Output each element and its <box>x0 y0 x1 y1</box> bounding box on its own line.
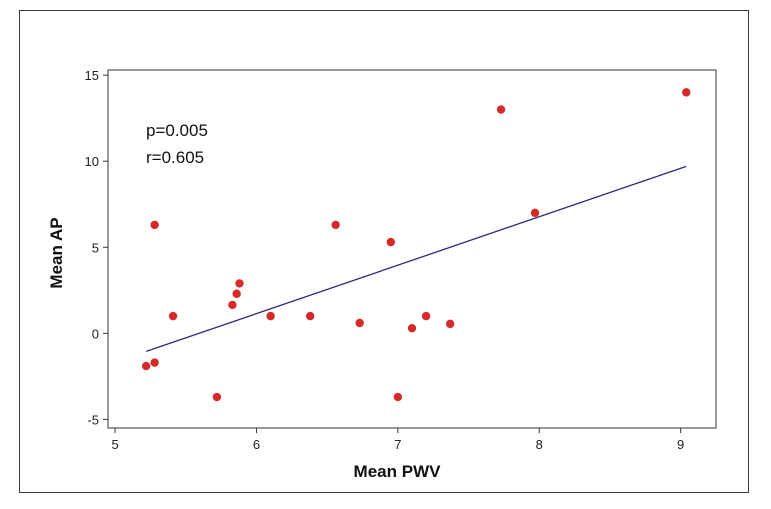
figure-frame <box>19 10 749 493</box>
data-point <box>421 311 431 321</box>
data-point <box>305 311 315 321</box>
data-point <box>150 358 159 367</box>
data-point <box>530 208 540 218</box>
data-point <box>496 105 506 114</box>
r-value-annotation: r=0.605 <box>146 148 204 167</box>
data-point <box>445 319 455 329</box>
data-point <box>331 220 340 230</box>
regression-line <box>145 165 687 353</box>
p-value-annotation: p=0.005 <box>146 121 208 140</box>
x-axis: 5 6 7 8 9 <box>111 428 684 452</box>
data-point <box>266 311 275 321</box>
y-tick-label: 15 <box>85 68 99 83</box>
data-point <box>355 318 364 328</box>
data-point <box>212 392 222 402</box>
y-tick-label: 5 <box>92 240 99 255</box>
plot-area <box>107 69 717 429</box>
y-tick-label: 10 <box>85 154 99 169</box>
data-point <box>407 323 417 333</box>
y-axis: -5 0 5 10 15 <box>85 68 108 427</box>
x-tick-label: 9 <box>677 437 684 452</box>
x-tick-label: 6 <box>253 437 260 452</box>
x-axis-title: Mean PWV <box>354 462 442 481</box>
data-point <box>141 361 151 371</box>
data-point <box>235 279 244 288</box>
x-tick-label: 7 <box>394 437 401 452</box>
data-point <box>228 300 237 310</box>
data-point <box>386 237 395 247</box>
data-points <box>141 88 691 402</box>
data-point <box>168 311 178 321</box>
x-tick-label: 8 <box>536 437 543 452</box>
data-point <box>393 392 403 402</box>
y-tick-label: -5 <box>87 412 99 427</box>
x-tick-label: 5 <box>111 437 118 452</box>
y-axis-title: Mean AP <box>47 217 66 288</box>
data-point <box>150 220 159 230</box>
y-tick-label: 0 <box>92 326 99 341</box>
data-point <box>682 88 691 97</box>
data-point <box>232 289 241 298</box>
